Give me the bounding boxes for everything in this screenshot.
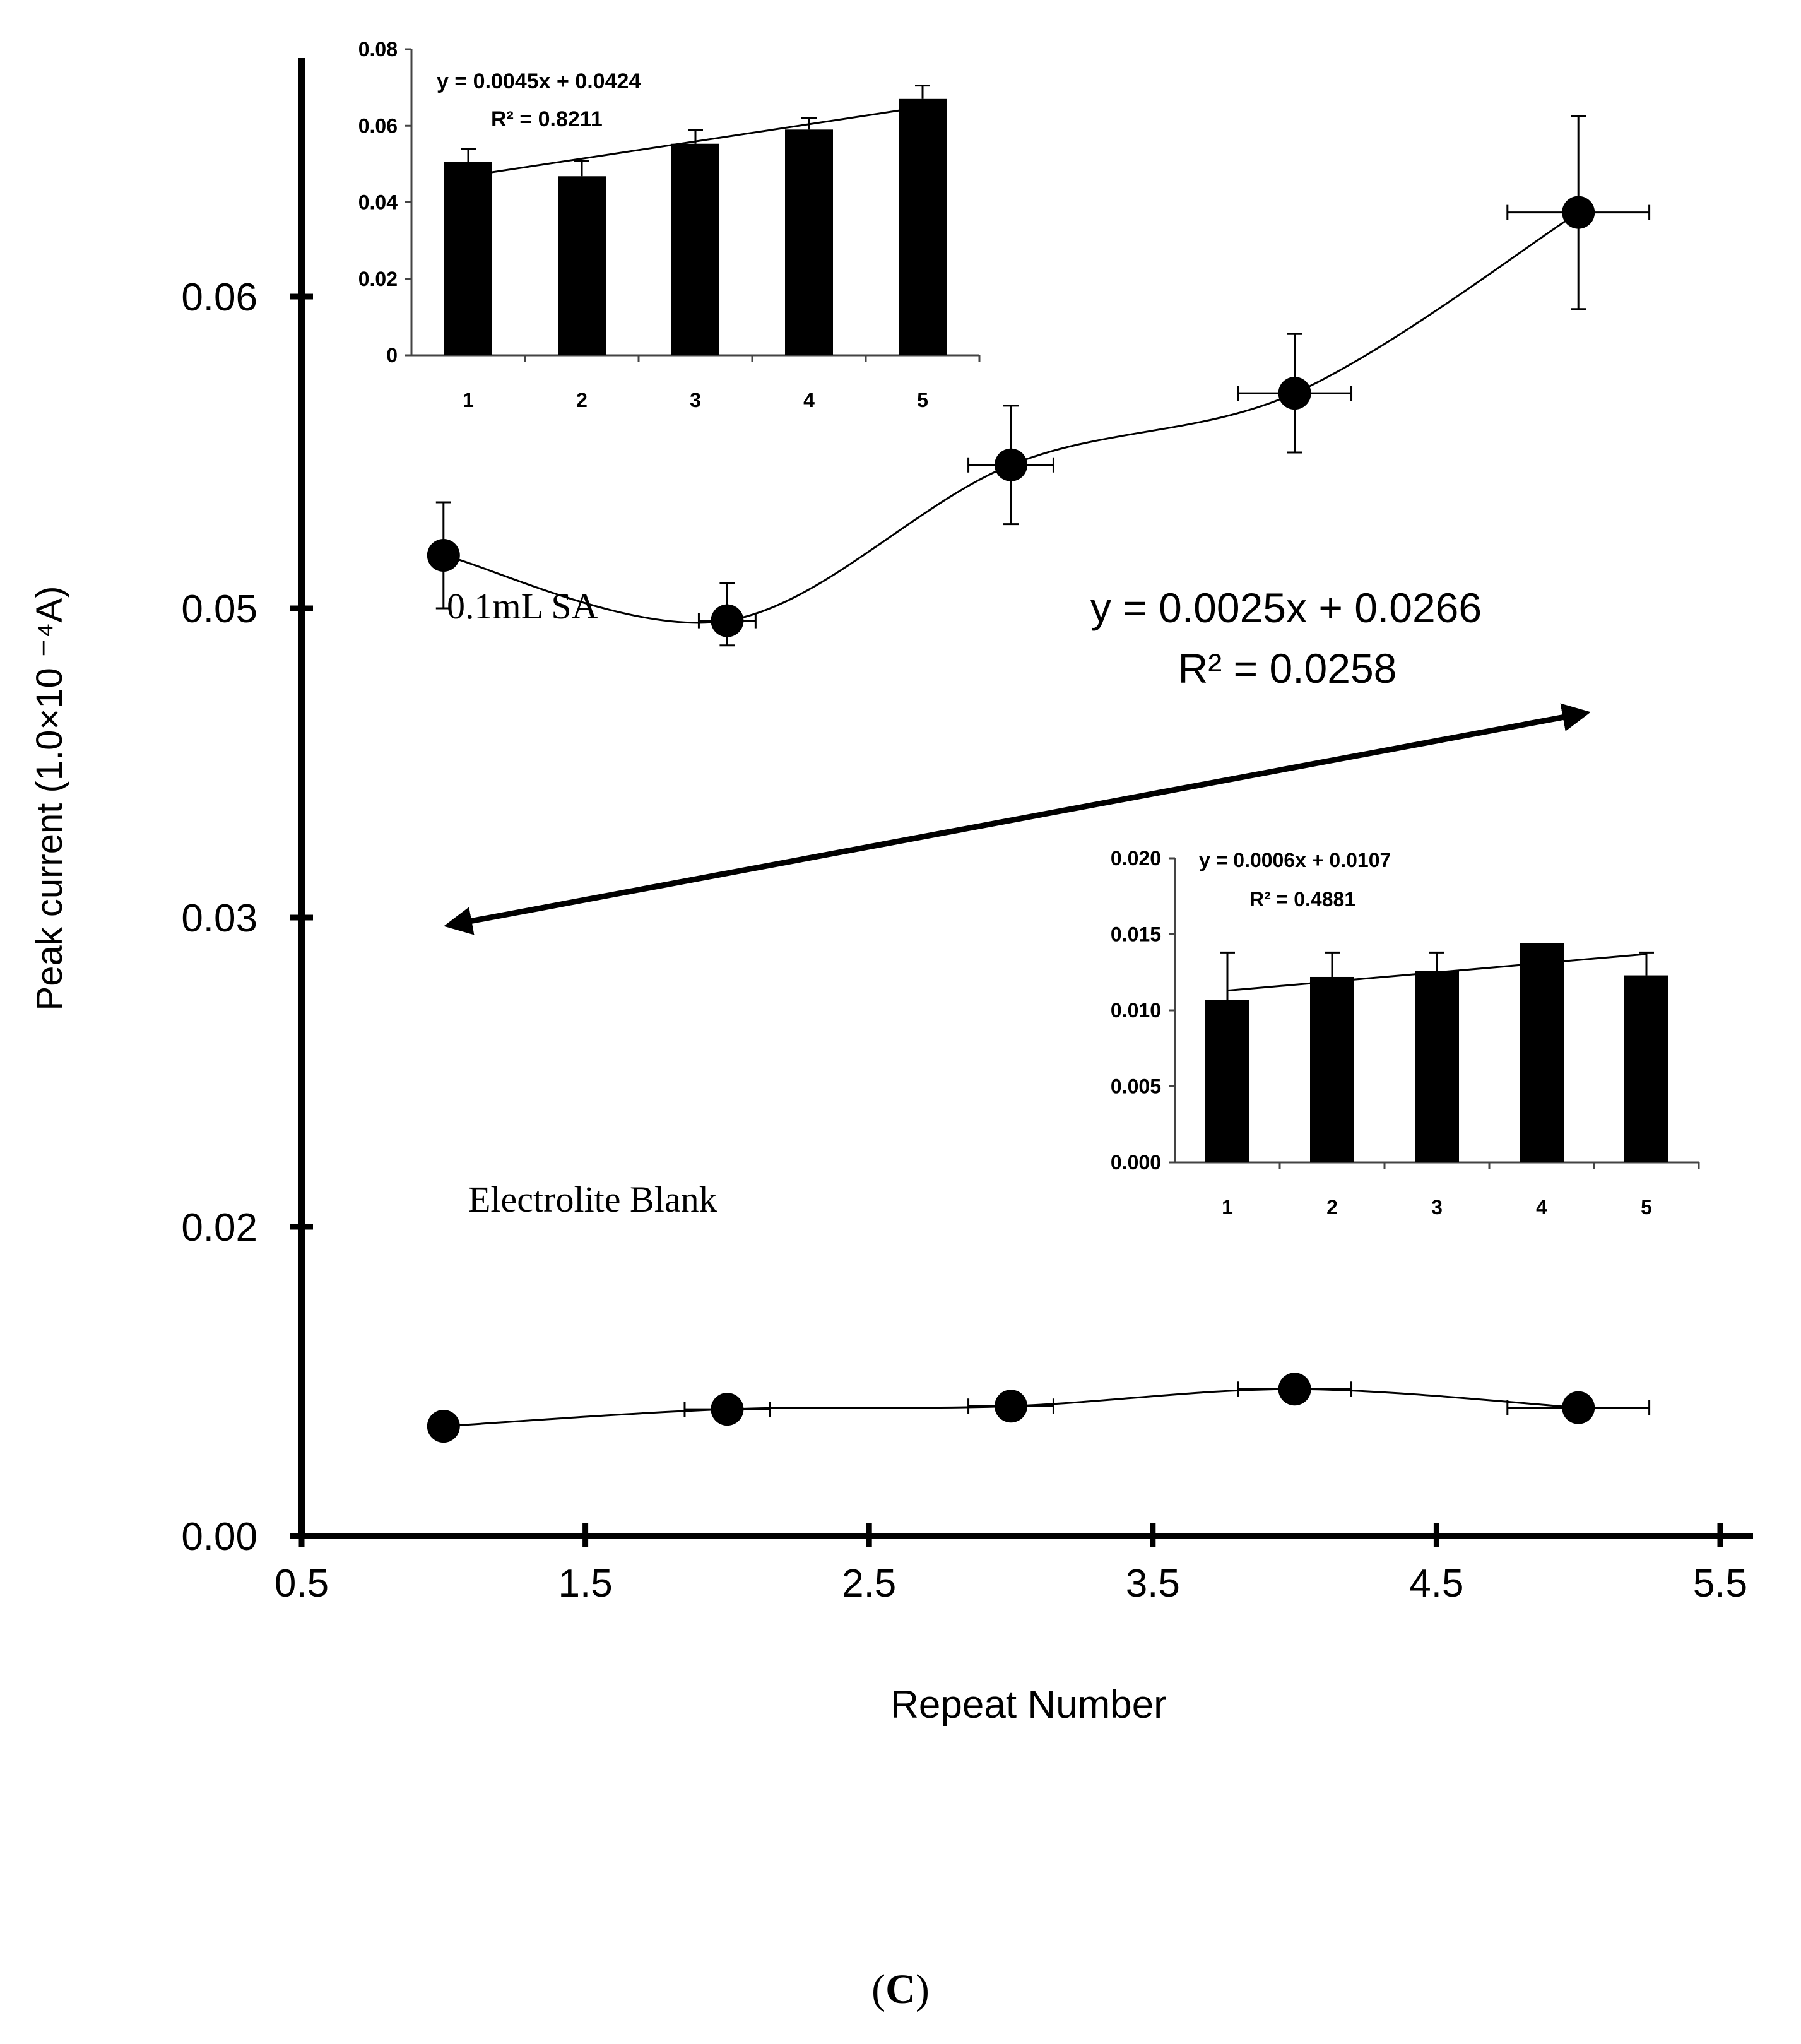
y-tick-label: 0.00 <box>181 1515 257 1559</box>
x-tick-label: 1.5 <box>558 1562 612 1605</box>
y-axis-label: Peak current (1.0×10 ⁻⁴A) <box>29 586 70 1011</box>
inset-y-tick-label: 0.08 <box>358 38 398 61</box>
data-point <box>427 1410 460 1443</box>
inset-x-tick-label: 3 <box>690 389 701 411</box>
main-r-squared: R² = 0.0258 <box>1178 645 1397 692</box>
inset-y-tick-label: 0.000 <box>1111 1151 1161 1174</box>
y-tick-label: 0.05 <box>181 588 257 631</box>
inset-x-tick-label: 5 <box>917 389 928 411</box>
data-point <box>995 448 1027 481</box>
inset-bar <box>899 98 947 355</box>
inset-y-tick-label: 0.005 <box>1111 1075 1161 1098</box>
inset-blank-equation: y = 0.0006x + 0.0107 <box>1199 849 1391 871</box>
panel-label: (C) <box>871 1966 930 2012</box>
series-label-sa: 0.1mL SA <box>447 586 598 627</box>
inset-bar <box>1415 971 1459 1162</box>
inset-y-tick-label: 0.06 <box>358 114 398 137</box>
inset-sa-chart: 0 0.02 0.04 0.06 0.08 1 2 3 4 5 y = 0.0045x + 0.0… <box>358 38 981 411</box>
series-1 <box>427 1373 1651 1443</box>
inset-bar <box>558 176 606 355</box>
inset-y-tick-label: 0.015 <box>1111 923 1161 946</box>
panel-letter: C <box>885 1966 916 2012</box>
data-point <box>711 1393 744 1426</box>
inset-bar <box>671 143 719 355</box>
main-equation: y = 0.0025x + 0.0266 <box>1090 584 1482 631</box>
inset-bar <box>785 129 833 355</box>
data-point <box>1562 196 1595 229</box>
inset-y-tick-label: 0 <box>386 344 398 367</box>
inset-sa-r-squared: R² = 0.8211 <box>491 107 603 131</box>
data-point <box>995 1390 1027 1423</box>
inset-x-tick-label: 5 <box>1641 1196 1652 1219</box>
inset-x-tick-label: 2 <box>576 389 588 411</box>
inset-trendline <box>468 106 923 177</box>
data-point <box>1562 1391 1595 1424</box>
inset-bar <box>1205 1000 1249 1162</box>
inset-x-tick-label: 2 <box>1326 1196 1338 1219</box>
inset-bar <box>1520 943 1564 1162</box>
inset-sa-equation: y = 0.0045x + 0.0424 <box>437 69 641 93</box>
x-tick-label: 0.5 <box>275 1562 329 1605</box>
data-point <box>1278 377 1311 410</box>
y-tick-label: 0.03 <box>181 897 257 940</box>
main-chart: 0.5 1.5 2.5 3.5 4.5 5.5 0.00 0.02 0.03 0.05 0.06 P… <box>29 58 1753 1727</box>
inset-y-tick-label: 0.020 <box>1111 847 1161 870</box>
x-axis-label: Repeat Number <box>890 1683 1167 1727</box>
inset-x-tick-label: 4 <box>803 389 815 411</box>
x-tick-label: 3.5 <box>1126 1562 1180 1605</box>
x-tick-label: 4.5 <box>1409 1562 1463 1605</box>
inset-blank-chart: 0.000 0.005 0.010 0.015 0.020 1 2 3 4 5 y = 0.000… <box>1111 847 1700 1219</box>
inset-bar <box>1624 975 1668 1162</box>
series-label-blank: Electrolite Blank <box>468 1179 717 1220</box>
data-point <box>1278 1373 1311 1406</box>
inset-y-tick-label: 0.010 <box>1111 999 1161 1022</box>
inset-blank-r-squared: R² = 0.4881 <box>1249 888 1355 911</box>
inset-trendline <box>1227 953 1647 992</box>
inset-x-tick-label: 1 <box>1222 1196 1233 1219</box>
inset-y-tick-label: 0.04 <box>358 191 398 214</box>
double-arrow <box>444 703 1591 935</box>
inset-bar <box>1310 976 1354 1162</box>
inset-x-tick-label: 4 <box>1536 1196 1547 1219</box>
data-point <box>427 539 460 572</box>
series-0 <box>427 114 1651 647</box>
data-point <box>711 604 744 637</box>
inset-x-tick-label: 3 <box>1431 1196 1443 1219</box>
inset-y-tick-label: 0.02 <box>358 268 398 290</box>
y-tick-label: 0.02 <box>181 1206 257 1249</box>
x-tick-label: 5.5 <box>1693 1562 1747 1605</box>
x-tick-label: 2.5 <box>842 1562 896 1605</box>
inset-bar <box>444 162 492 355</box>
inset-x-tick-label: 1 <box>463 389 474 411</box>
y-tick-label: 0.06 <box>181 276 257 319</box>
